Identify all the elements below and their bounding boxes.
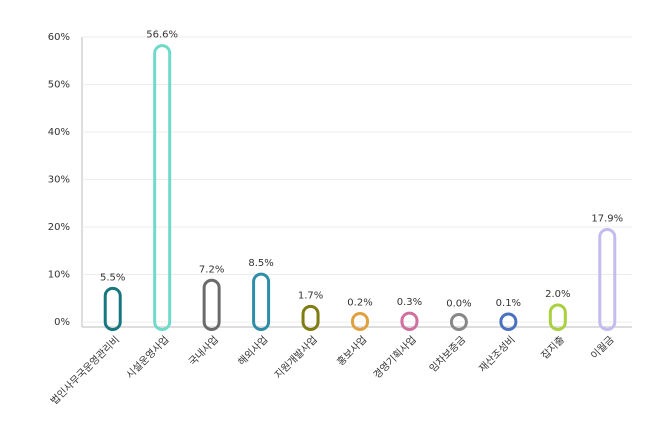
bar bbox=[598, 227, 617, 332]
bar bbox=[449, 313, 468, 331]
value-label: 7.2% bbox=[199, 264, 224, 275]
x-tick-label: 경영기획사업 bbox=[370, 333, 418, 381]
bar bbox=[202, 278, 221, 331]
value-label: 0.0% bbox=[446, 299, 471, 310]
value-label: 2.0% bbox=[545, 289, 570, 300]
value-label: 5.5% bbox=[100, 272, 125, 283]
bar bbox=[548, 303, 567, 331]
value-label: 17.9% bbox=[591, 213, 623, 224]
y-tick-label: 60% bbox=[48, 32, 70, 43]
bar bbox=[351, 312, 369, 331]
bar bbox=[301, 304, 320, 331]
bar bbox=[103, 286, 122, 331]
y-tick-label: 30% bbox=[48, 175, 70, 186]
bar bbox=[400, 311, 419, 332]
x-tick-label: 국내사업 bbox=[186, 333, 221, 368]
y-tick-label: 0% bbox=[54, 317, 70, 328]
bar bbox=[252, 272, 271, 331]
y-tick-label: 40% bbox=[48, 127, 70, 138]
x-tick-label: 잡지출 bbox=[539, 334, 567, 362]
value-label: 56.6% bbox=[146, 30, 178, 41]
x-tick-label: 임차보증금 bbox=[426, 333, 468, 375]
x-tick-label: 지원개발사업 bbox=[272, 333, 320, 381]
x-tick-label: 재산조성비 bbox=[477, 334, 518, 375]
value-label: 0.1% bbox=[496, 298, 521, 309]
y-tick-label: 50% bbox=[48, 80, 70, 91]
bar bbox=[153, 44, 172, 332]
value-label: 1.7% bbox=[298, 290, 323, 301]
bar bbox=[499, 312, 518, 331]
value-label: 8.5% bbox=[248, 258, 273, 269]
x-tick-label: 해외사업 bbox=[235, 333, 270, 368]
value-label: 0.2% bbox=[347, 298, 372, 309]
x-tick-label: 법인사무국운영관리비 bbox=[48, 334, 122, 408]
x-tick-label: 홍보사업 bbox=[334, 333, 369, 368]
y-tick-label: 20% bbox=[48, 222, 70, 233]
x-tick-label: 시설운영사업 bbox=[123, 333, 171, 381]
value-label: 0.3% bbox=[397, 297, 422, 308]
y-tick-label: 10% bbox=[48, 270, 70, 281]
x-tick-label: 이월금 bbox=[589, 334, 617, 362]
